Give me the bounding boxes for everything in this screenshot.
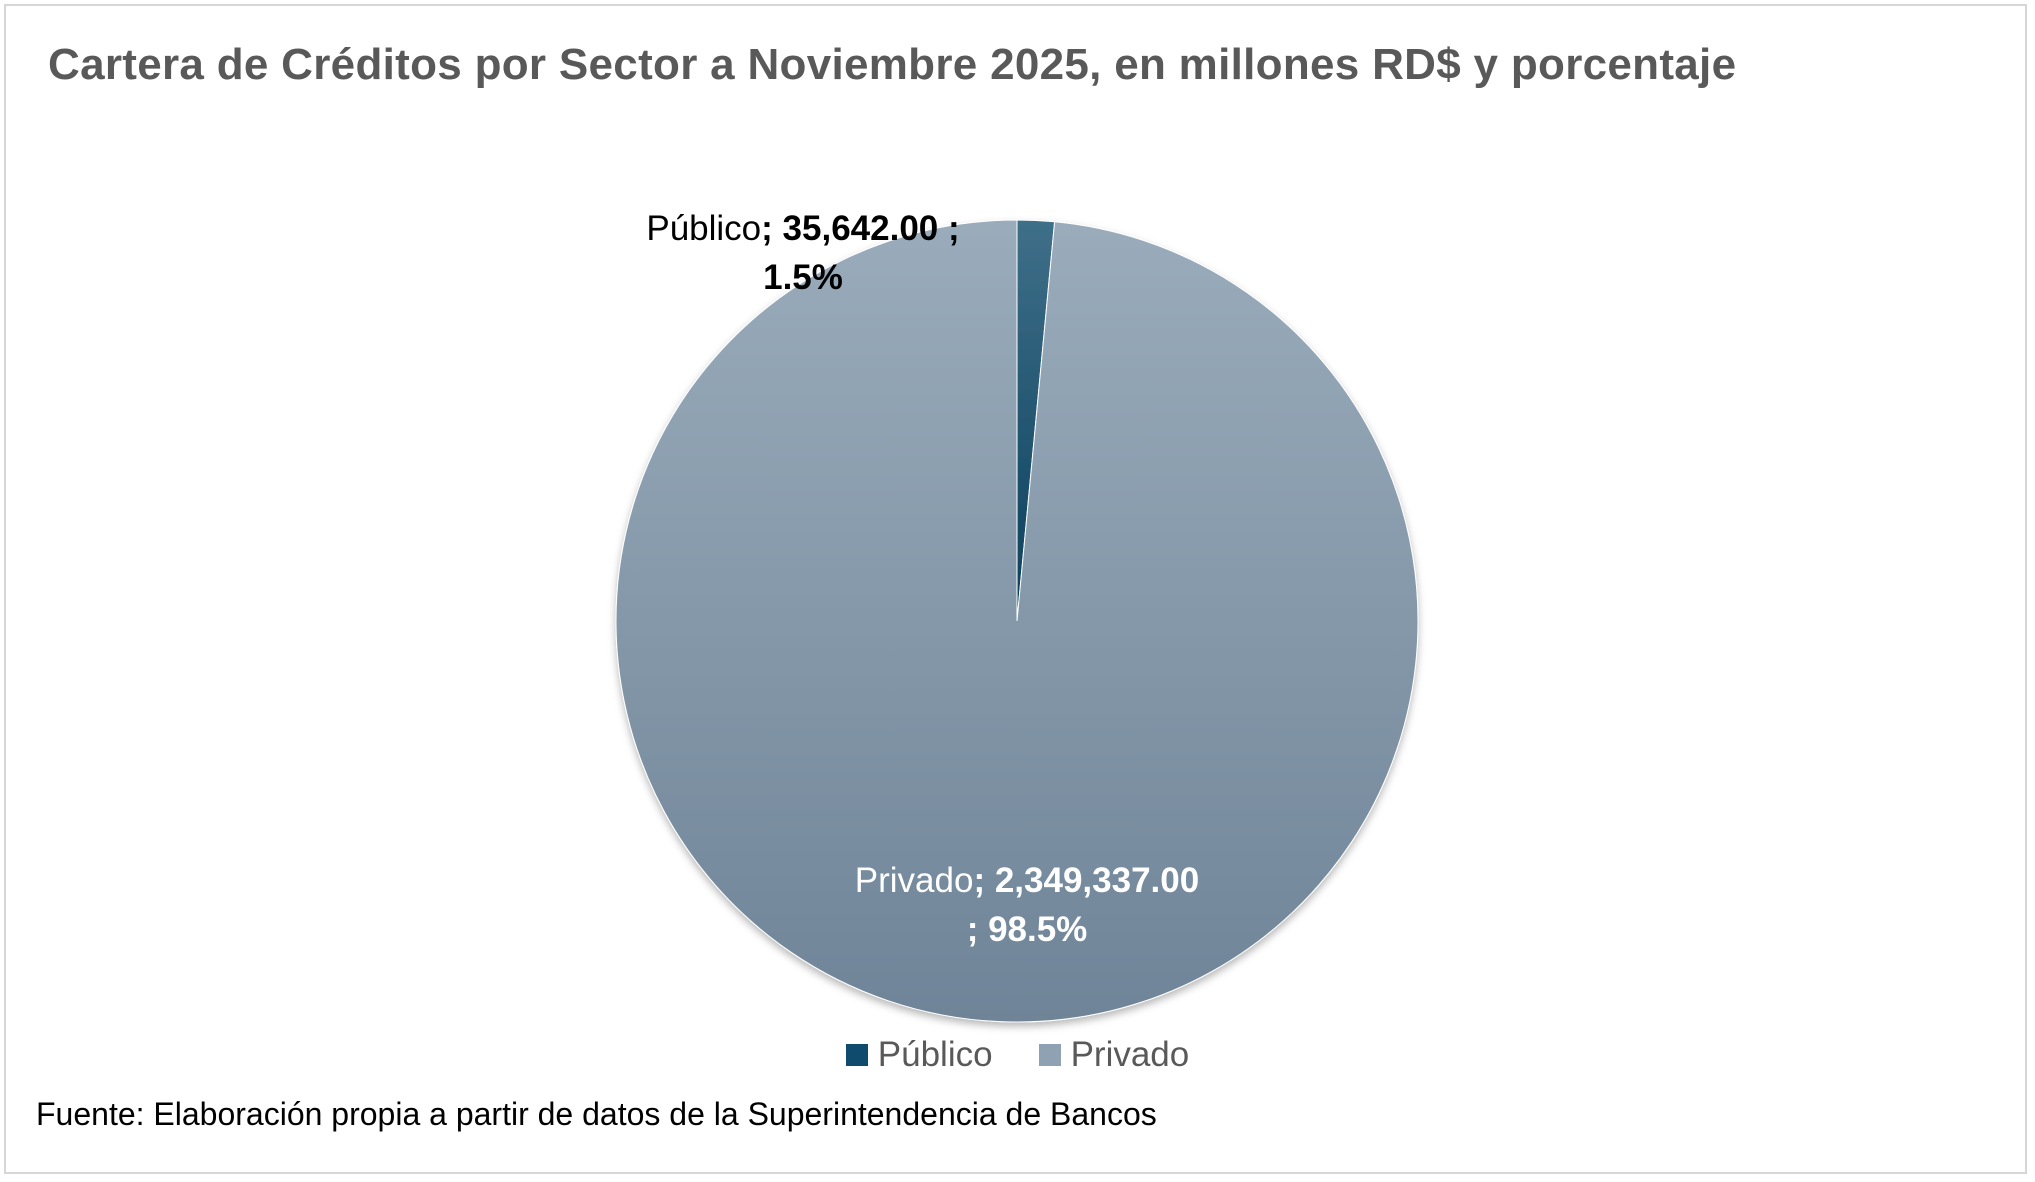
legend-swatch-publico — [845, 1044, 868, 1066]
chart-title: Cartera de Créditos por Sector a Noviemb… — [48, 40, 1737, 89]
data-label-publico-sep: ; — [761, 209, 783, 248]
legend-item-privado: Privado — [1038, 1035, 1190, 1075]
data-label-privado-pct: ; 98.5% — [966, 910, 1088, 949]
data-label-privado-sep: ; — [973, 861, 995, 900]
legend-swatch-privado — [1038, 1044, 1061, 1066]
data-label-privado: Privado; 2,349,337.00 ; 98.5% — [802, 856, 1252, 954]
data-label-privado-value: 2,349,337.00 — [994, 861, 1200, 900]
data-label-publico: Público; 35,642.00 ; 1.5% — [618, 204, 988, 302]
source-note: Fuente: Elaboración propia a partir de d… — [36, 1096, 1157, 1132]
legend-label-privado: Privado — [1070, 1035, 1190, 1074]
data-label-publico-pct: 1.5% — [763, 258, 843, 297]
legend: Público Privado — [0, 1031, 2035, 1079]
data-label-privado-name: Privado — [854, 861, 974, 900]
legend-item-publico: Público — [845, 1035, 993, 1075]
pie-slice-privado — [615, 219, 1419, 1023]
data-label-publico-value: 35,642.00 ; — [782, 209, 960, 248]
legend-label-publico: Público — [877, 1035, 993, 1074]
data-label-publico-name: Público — [646, 209, 762, 248]
